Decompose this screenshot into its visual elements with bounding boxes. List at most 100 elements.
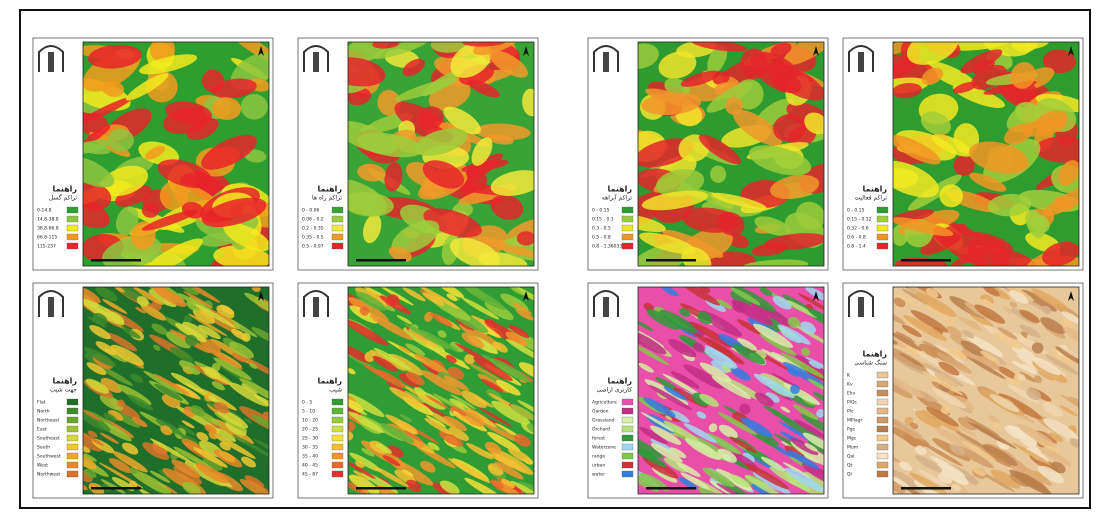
map-patch (663, 386, 688, 401)
legend-label: East (37, 427, 47, 433)
legend-label: water (592, 472, 605, 478)
map-patch (414, 353, 450, 376)
map-patch (708, 423, 718, 433)
legend-swatch (876, 452, 889, 460)
map-patch (920, 441, 964, 467)
map-patch (733, 109, 783, 146)
map-patch (483, 450, 514, 469)
map-patch (89, 325, 111, 340)
map-patch (951, 483, 962, 492)
north-arrow (1068, 291, 1074, 301)
map-patch (380, 423, 415, 444)
map-patch (165, 101, 213, 125)
map-patch (417, 106, 444, 131)
map-patch (372, 42, 430, 59)
map-patch (704, 337, 734, 355)
map-patch (405, 343, 426, 356)
map-patch (83, 411, 111, 432)
map-patch (100, 479, 126, 494)
map-patch (692, 342, 705, 353)
map-patch (1010, 62, 1036, 89)
map-patch (1068, 396, 1079, 411)
map-patch (641, 190, 709, 211)
map-patch (464, 354, 475, 365)
map-patch (251, 327, 269, 344)
map-patch (730, 474, 751, 488)
map-patch (509, 287, 526, 296)
map-patch (787, 316, 801, 329)
map-patch (181, 420, 195, 429)
map-patch (186, 300, 201, 312)
logo-arch (38, 45, 64, 72)
map-patch (1040, 317, 1066, 334)
map-patch (1006, 375, 1022, 387)
map-patch (239, 479, 269, 494)
map-patch (391, 220, 440, 254)
map-patch (1032, 357, 1061, 376)
legend-subtitle: شیب (329, 387, 342, 394)
map-patch (664, 457, 688, 473)
map-patch (982, 444, 1018, 466)
map-patch (737, 338, 758, 351)
legend-label: 0.15 - 0.32 (847, 217, 872, 223)
map-patch (972, 423, 1017, 449)
map-patch (638, 214, 666, 233)
map-patch (1011, 42, 1038, 53)
map-patch (1009, 301, 1018, 308)
legend-label: Kv (847, 382, 853, 388)
map-patch (425, 415, 446, 428)
map-border (892, 41, 1080, 267)
legend-label: Garden (592, 409, 609, 415)
legend-label: 0.5 - 0.8 (592, 235, 611, 241)
legend-label: 0.8 - 1.36033 (592, 244, 622, 250)
map-patch (171, 459, 201, 478)
map-patch (140, 304, 167, 321)
map-patch (936, 352, 972, 374)
map-patch (921, 67, 944, 85)
map-patch (696, 411, 707, 419)
legend-swatch (331, 461, 344, 469)
legend-label: 0.32 - 0.6 (847, 226, 869, 232)
logo (593, 290, 619, 317)
map-patch (1038, 431, 1054, 441)
logo-tower (603, 52, 609, 72)
legend-label: South (37, 445, 50, 451)
map-patch (1009, 469, 1052, 494)
map-patch (471, 137, 493, 166)
map-patch (372, 42, 400, 49)
legend-label: West (37, 463, 48, 469)
map-patch (740, 48, 769, 79)
map-patch (121, 442, 139, 455)
map-patch (797, 293, 824, 315)
map-patch (389, 387, 423, 408)
logo-tower (313, 297, 319, 317)
map-patch (508, 324, 530, 339)
map-patch (753, 323, 794, 348)
legend-swatch (66, 452, 79, 460)
map-patch (710, 165, 727, 183)
map-patch (678, 477, 698, 490)
map-patch (522, 88, 534, 117)
map-patch (512, 302, 533, 315)
map-patch (987, 415, 1000, 424)
map-patch (450, 237, 500, 266)
map-patch (1031, 288, 1069, 311)
map-patch (83, 469, 93, 483)
legend-label: 0.35 - 0.5 (302, 235, 324, 241)
map-patch (981, 298, 994, 308)
map-patch (404, 323, 449, 350)
legend-title: راهنما (52, 185, 77, 194)
legend-swatch (876, 371, 889, 379)
map-patch (182, 321, 208, 339)
map-patch (130, 469, 172, 494)
map-patch (725, 97, 744, 115)
map-patch (228, 382, 269, 407)
legend-label: Orchard (592, 427, 610, 433)
map-patch (388, 246, 412, 262)
legend-label: 10 - 20 (302, 418, 318, 424)
legend-swatch (66, 470, 79, 478)
map-patch (760, 456, 786, 472)
legend-label: Grassland (592, 418, 615, 424)
logo (303, 45, 329, 72)
